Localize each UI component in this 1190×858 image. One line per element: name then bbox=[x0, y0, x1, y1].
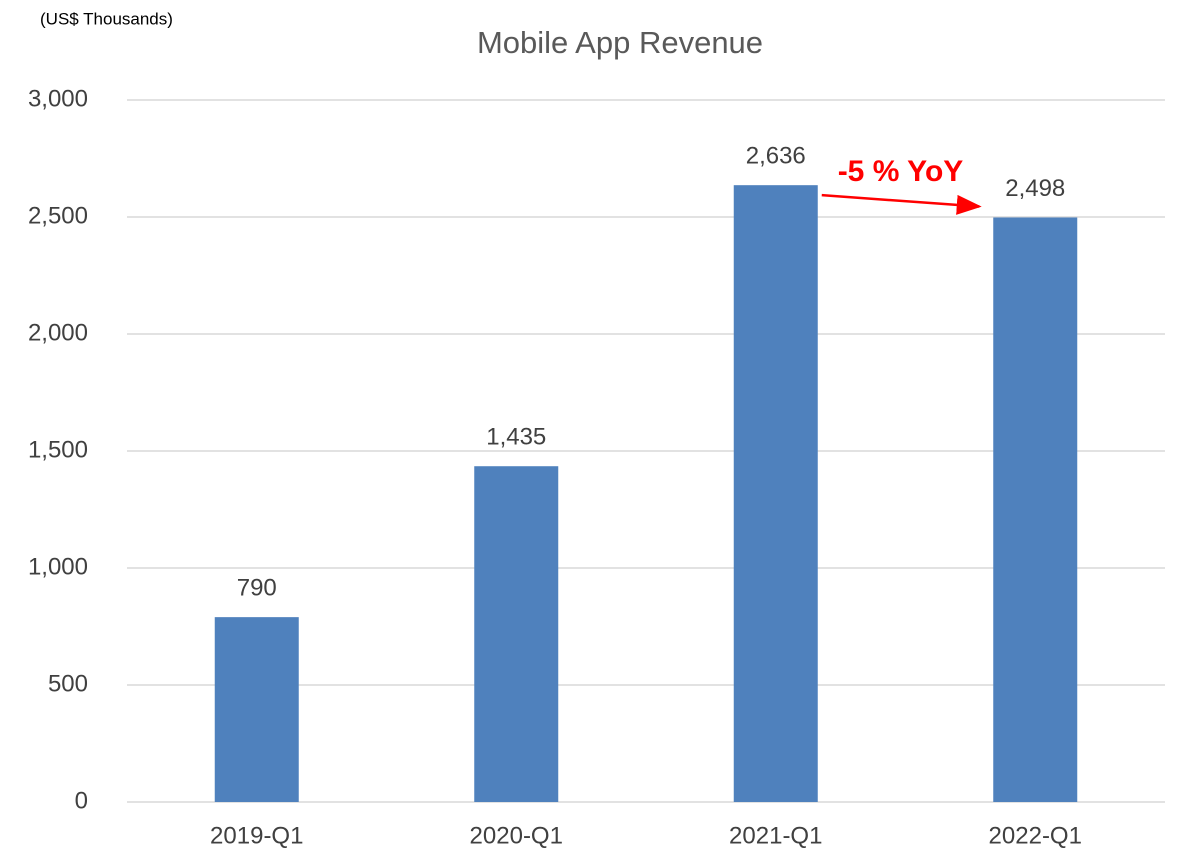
chart-title: Mobile App Revenue bbox=[477, 25, 763, 60]
x-tick-label: 2022-Q1 bbox=[989, 822, 1082, 849]
y-tick-label: 2,000 bbox=[28, 319, 88, 346]
y-axis-unit: (US$ Thousands) bbox=[40, 9, 173, 28]
y-tick-label: 1,500 bbox=[28, 436, 88, 463]
x-tick-label: 2021-Q1 bbox=[729, 822, 822, 849]
y-tick-label: 500 bbox=[48, 670, 88, 697]
x-tick-label: 2019-Q1 bbox=[210, 822, 303, 849]
annotation-arrow bbox=[821, 193, 982, 215]
value-label: 2,498 bbox=[1005, 175, 1065, 202]
y-tick-label: 2,500 bbox=[28, 202, 88, 229]
x-tick-label: 2020-Q1 bbox=[470, 822, 563, 849]
bar bbox=[733, 185, 818, 802]
value-label: 1,435 bbox=[486, 424, 546, 451]
value-label: 790 bbox=[237, 574, 277, 601]
value-label: 2,636 bbox=[746, 143, 806, 170]
y-tick-label: 1,000 bbox=[28, 553, 88, 580]
y-tick-label: 0 bbox=[75, 787, 88, 814]
y-tick-label: 3,000 bbox=[28, 85, 88, 112]
bar bbox=[993, 217, 1078, 802]
bar bbox=[474, 466, 559, 802]
bar bbox=[214, 617, 299, 802]
annotation: -5 % YoY bbox=[838, 155, 964, 188]
